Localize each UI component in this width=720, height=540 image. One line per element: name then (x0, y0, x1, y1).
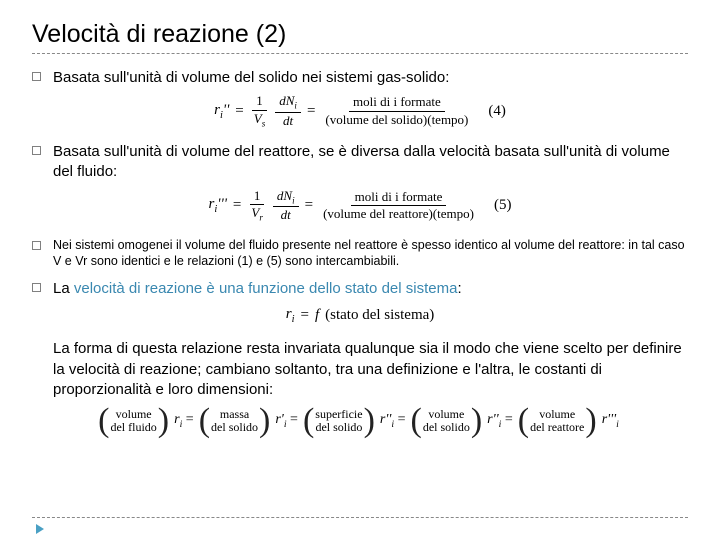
bullet-1: Basata sull'unità di volume del solido n… (32, 68, 688, 88)
chain-term-5: ( volumedel reattore ) (518, 408, 597, 434)
equation-4: ri'' = 1Vs dNidt = moli di i formate(vol… (32, 94, 688, 128)
eq5-rhs-num: moli di i formate (351, 190, 447, 206)
bullet-4-text: La velocità di reazione è una funzione d… (53, 279, 462, 299)
bullet-square-icon (32, 241, 41, 250)
footer-arrow-icon (36, 524, 44, 534)
bullet-2: Basata sull'unità di volume del reattore… (32, 142, 688, 183)
slide-title: Velocità di reazione (2) (32, 20, 688, 54)
bullet-4-post: : (457, 280, 461, 297)
bullet-square-icon (32, 72, 41, 81)
bullet-square-icon (32, 283, 41, 292)
eq5-number: (5) (494, 197, 512, 214)
bullet-3-text: Nei sistemi omogenei il volume del fluid… (53, 237, 688, 270)
chain-term-4: ( volumedel solido ) (411, 408, 483, 434)
equation-state: ri = f (stato del sistema) (32, 305, 688, 325)
chain-term-3: ( superficiedel solido ) (303, 408, 375, 434)
bullet-4: La velocità di reazione è una funzione d… (32, 279, 688, 299)
bullet-3: Nei sistemi omogenei il volume del fluid… (32, 237, 688, 270)
footer-divider (32, 517, 688, 518)
slide-body: Velocità di reazione (2) Basata sull'uni… (0, 0, 720, 444)
bullet-1-text: Basata sull'unità di volume del solido n… (53, 68, 449, 88)
eq4-f1-num: 1 (252, 94, 267, 110)
chain-term-2: ( massadel solido ) (199, 408, 271, 434)
chain-term-1: ( volumedel fluido ) (98, 408, 169, 434)
eq5-rhs-den: (volume del reattore)(tempo) (319, 206, 478, 221)
eq5-f1-num: 1 (250, 189, 265, 205)
bullet-4-pre: La (53, 280, 74, 297)
equation-chain: ( volumedel fluido ) ri = ( massadel sol… (32, 408, 688, 434)
bullet-4-accent: velocità di reazione è una funzione dell… (74, 280, 458, 297)
eq4-rhs-den: (volume del solido)(tempo) (321, 112, 472, 127)
bullet-2-text: Basata sull'unità di volume del reattore… (53, 142, 688, 183)
paragraph-after-state: La forma di questa relazione resta invar… (53, 339, 688, 400)
eq4-number: (4) (488, 103, 506, 120)
eq4-rhs-num: moli di i formate (349, 95, 445, 111)
equation-5: ri''' = 1Vr dNidt = moli di i formate(vo… (32, 189, 688, 223)
bullet-square-icon (32, 146, 41, 155)
